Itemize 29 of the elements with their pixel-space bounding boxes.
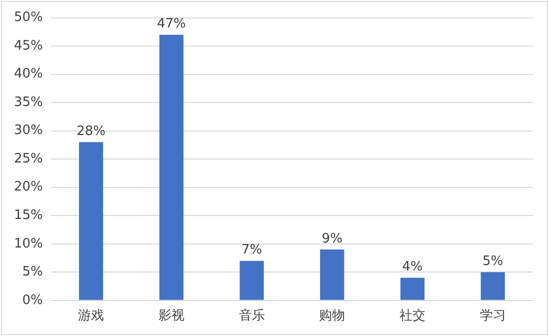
y-tick-label: 40% [14, 66, 43, 82]
bar [320, 250, 344, 300]
y-tick-label: 5% [22, 264, 43, 280]
x-tick-label: 社交 [399, 308, 426, 324]
y-tick-label: 20% [14, 180, 43, 195]
data-label: 47% [156, 16, 186, 32]
y-tick-label: 0% [22, 292, 43, 308]
x-tick-label: 购物 [319, 308, 346, 324]
y-tick-label: 15% [14, 208, 43, 223]
data-label: 4% [402, 260, 423, 275]
bar [240, 260, 264, 300]
y-tick-label: 25% [14, 151, 43, 166]
x-tick-label: 影视 [158, 308, 184, 324]
y-tick-label: 50% [14, 10, 43, 26]
data-label: 5% [482, 254, 504, 270]
bar [400, 278, 425, 300]
bar [480, 272, 505, 300]
data-label: 7% [241, 242, 262, 258]
x-tick-label: 音乐 [238, 308, 265, 324]
data-label: 28% [76, 124, 106, 140]
bar [159, 34, 184, 300]
y-tick-label: 10% [14, 236, 43, 252]
y-tick-label: 30% [14, 123, 43, 138]
data-label: 9% [322, 231, 342, 246]
x-tick-label: 游戏 [78, 308, 104, 324]
y-tick-label: 35% [14, 94, 43, 110]
x-tick-label: 学习 [480, 308, 506, 324]
bar [79, 142, 104, 300]
y-tick-label: 45% [14, 38, 43, 54]
